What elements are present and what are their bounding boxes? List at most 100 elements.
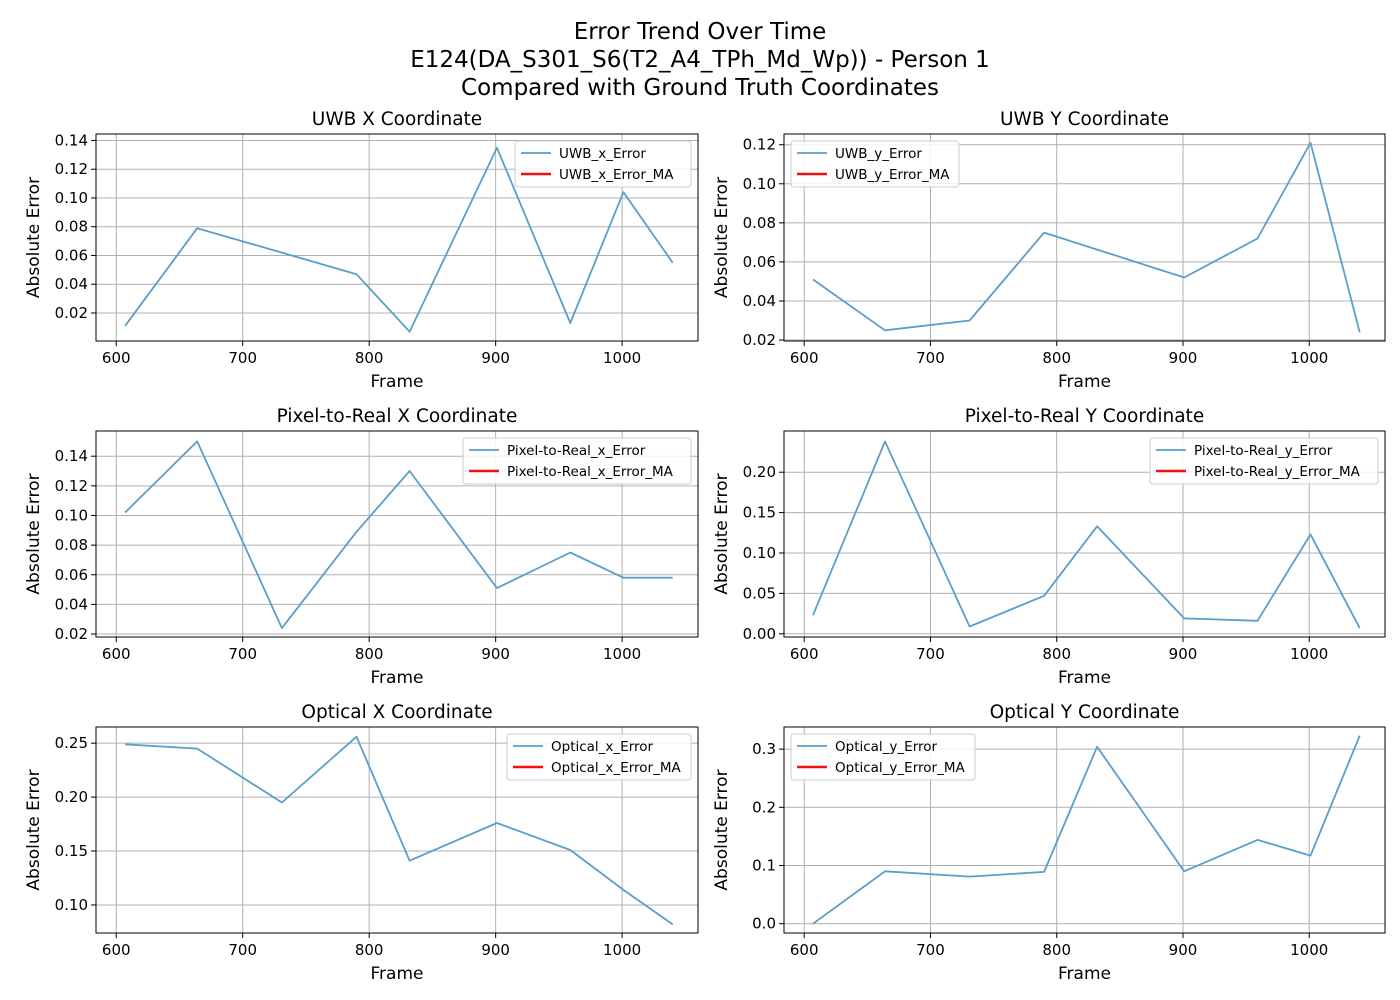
y-tick-label: 0.12 [55, 477, 88, 495]
x-tick-label: 800 [355, 941, 384, 959]
subplot-title: Optical Y Coordinate [990, 702, 1180, 723]
x-axis-label: Frame [371, 668, 424, 688]
x-tick-label: 700 [228, 349, 257, 367]
y-tick-label: 0.10 [743, 544, 776, 562]
x-tick-label: 600 [102, 941, 131, 959]
y-tick-label: 0.06 [743, 253, 776, 271]
legend-label: Pixel-to-Real_y_Error_MA [1194, 464, 1361, 480]
x-axis-label: Frame [1058, 964, 1111, 984]
plot-frame [95, 133, 699, 342]
figure-title-line-1: Error Trend Over Time [574, 19, 827, 45]
y-tick-label: 0.14 [55, 447, 88, 465]
y-tick-label: 0.05 [743, 584, 776, 602]
x-tick-label: 800 [355, 349, 384, 367]
x-tick-label: 900 [1169, 349, 1198, 367]
y-tick-label: 0.04 [743, 292, 776, 310]
y-tick-label: 0.10 [55, 189, 88, 207]
x-tick-label: 600 [790, 349, 819, 367]
x-tick-label: 900 [481, 941, 510, 959]
y-axis-label: Absolute Error [712, 473, 732, 594]
y-tick-label: 0.02 [55, 625, 88, 643]
legend-box [790, 140, 960, 188]
subplot-title: UWB Y Coordinate [1000, 109, 1169, 130]
y-tick-label: 0.10 [55, 896, 88, 914]
x-tick-label: 600 [102, 349, 131, 367]
x-tick-label: 800 [1042, 349, 1071, 367]
legend-label: Pixel-to-Real_x_Error [507, 443, 646, 459]
subplot-4: 600 700 800 900 1000 0.00 0.05 0.10 0.15 0.20 Pixe… [712, 406, 1386, 688]
x-tick-label: 900 [1169, 645, 1198, 663]
x-tick-label: 600 [790, 941, 819, 959]
plot-frame [95, 430, 699, 638]
legend-label: UWB_x_Error_MA [559, 167, 674, 183]
y-tick-label: 0.08 [55, 536, 88, 554]
y-tick-label: 0.3 [752, 740, 776, 758]
legend: Optical_x_Error Optical_x_Error_MA [506, 733, 692, 781]
x-axis-label: Frame [1058, 372, 1111, 392]
y-axis-label: Absolute Error [712, 177, 732, 298]
x-tick-label: 700 [916, 349, 945, 367]
x-tick-label: 1000 [603, 941, 641, 959]
series-line-Pixel-to-Real_y_Error [812, 440, 1361, 629]
plot-frame [95, 726, 699, 934]
y-tick-label: 0.25 [55, 734, 88, 752]
legend: Optical_y_Error Optical_y_Error_MA [790, 733, 976, 781]
x-tick-label: 900 [481, 349, 510, 367]
legend-label: UWB_y_Error_MA [835, 167, 950, 183]
subplot-2: 600 700 800 900 1000 0.02 0.04 0.06 0.08 0.10 0.12… [712, 109, 1386, 392]
y-tick-label: 0.20 [55, 788, 88, 806]
y-tick-label: 0.02 [743, 331, 776, 349]
plot-frame [783, 133, 1386, 342]
y-tick-label: 0.12 [743, 136, 776, 154]
subplot-title: Pixel-to-Real Y Coordinate [965, 406, 1204, 427]
y-tick-label: 0.14 [55, 131, 88, 149]
legend: UWB_y_Error UWB_y_Error_MA [790, 140, 960, 188]
legend-label: Optical_x_Error [551, 739, 654, 755]
y-tick-label: 0.02 [55, 304, 88, 322]
x-axis-label: Frame [371, 372, 424, 392]
y-tick-label: 0.0 [752, 915, 776, 933]
legend-label: Optical_y_Error_MA [835, 760, 965, 776]
subplot-grid: 600 700 800 900 1000 0.02 0.04 0.06 0.08 0.10 0.12… [24, 109, 1386, 984]
x-tick-label: 700 [916, 645, 945, 663]
x-axis-label: Frame [371, 964, 424, 984]
y-tick-label: 0.08 [743, 214, 776, 232]
plot-frame [783, 430, 1386, 638]
series-line-Pixel-to-Real_x_Error [124, 440, 673, 629]
subplot-title: Pixel-to-Real X Coordinate [277, 406, 518, 427]
figure-title-line-2: E124(DA_S301_S6(T2_A4_TPh_Md_Wp)) - Pers… [410, 47, 990, 73]
series-line-Optical_x_Error [125, 735, 674, 926]
y-tick-label: 0.06 [55, 566, 88, 584]
y-axis-label: Absolute Error [24, 473, 44, 594]
x-tick-label: 1000 [603, 349, 641, 367]
subplot-3: 600 700 800 900 1000 0.02 0.04 0.06 0.08 0.10 0.12… [24, 406, 699, 688]
y-tick-label: 0.15 [743, 504, 776, 522]
y-tick-label: 0.1 [752, 856, 776, 874]
y-tick-label: 0.20 [743, 463, 776, 481]
y-axis-label: Absolute Error [712, 769, 732, 890]
series-line-UWB_x_Error [124, 146, 674, 333]
subplot-5: 600 700 800 900 1000 0.10 0.15 0.20 0.25 Optical … [24, 702, 699, 984]
y-tick-label: 0.04 [55, 275, 88, 293]
y-tick-label: 0.04 [55, 595, 88, 613]
subplot-6: 600 700 800 900 1000 0.0 0.1 0.2 0.3 Optical Y Co… [712, 702, 1386, 984]
y-tick-label: 0.2 [752, 798, 776, 816]
x-tick-label: 1000 [1290, 645, 1328, 663]
subplot-title: Optical X Coordinate [301, 702, 492, 723]
x-tick-label: 600 [790, 645, 819, 663]
subplot-title: UWB X Coordinate [312, 109, 482, 130]
x-tick-label: 900 [481, 645, 510, 663]
legend-box [1149, 437, 1379, 485]
subplot-1: 600 700 800 900 1000 0.02 0.04 0.06 0.08 0.10 0.12… [24, 109, 699, 392]
x-tick-label: 800 [1042, 645, 1071, 663]
legend-label: UWB_y_Error [835, 146, 922, 162]
x-tick-label: 900 [1169, 941, 1198, 959]
x-tick-label: 1000 [603, 645, 641, 663]
y-tick-label: 0.06 [55, 246, 88, 264]
legend: UWB_x_Error UWB_x_Error_MA [514, 140, 692, 188]
x-tick-label: 700 [228, 941, 257, 959]
y-tick-label: 0.10 [743, 175, 776, 193]
x-axis-label: Frame [1058, 668, 1111, 688]
plot-frame [783, 726, 1386, 934]
y-axis-label: Absolute Error [24, 177, 44, 298]
